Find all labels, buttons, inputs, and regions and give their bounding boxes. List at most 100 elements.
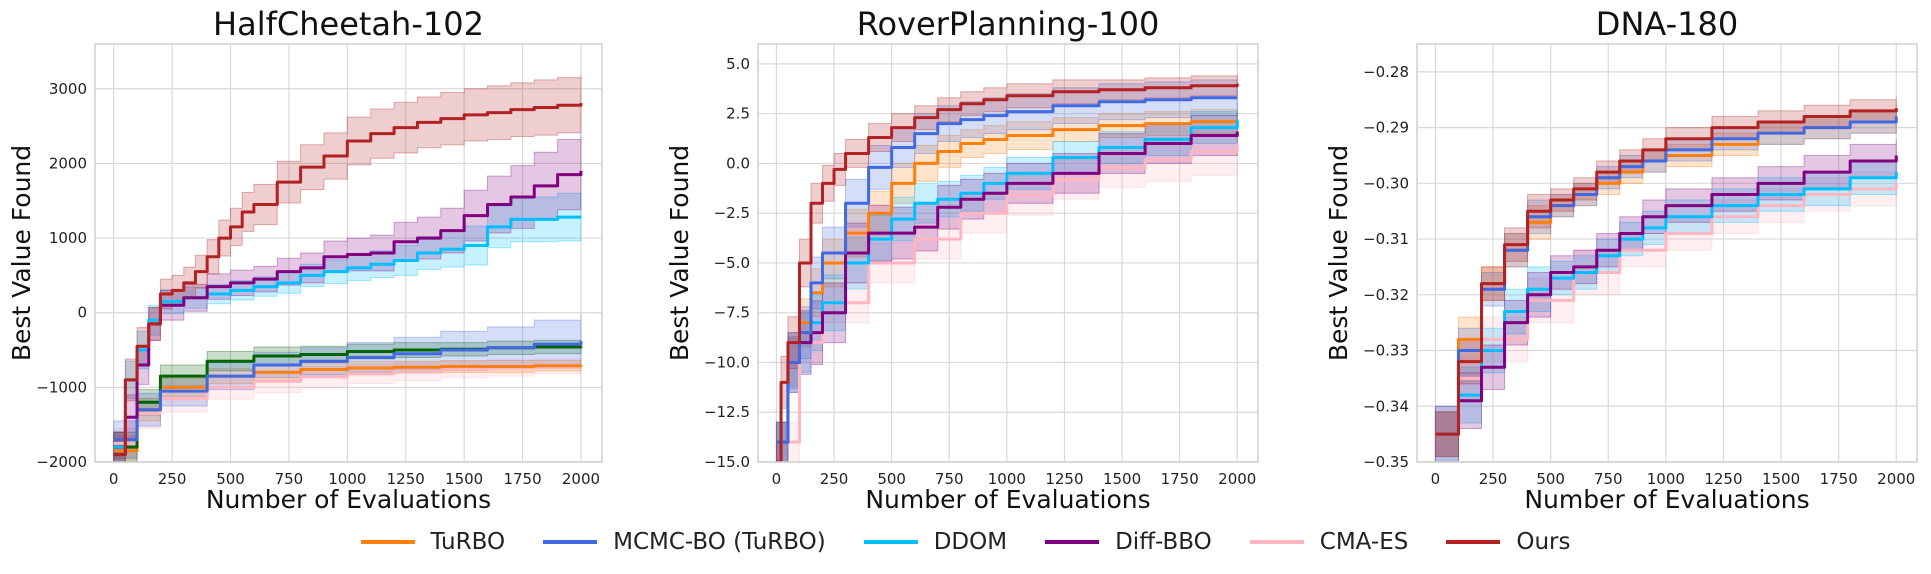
legend-swatch [1249, 540, 1304, 544]
band-turbo [1434, 110, 1897, 457]
line-mcmc-bo-turbo [1435, 116, 1898, 436]
x-tick-label: 2000 [1218, 470, 1256, 488]
legend-label: Diff-BBO [1115, 529, 1212, 555]
legend-item-mcmc-bo-turbo: MCMC-BO (TuRBO) [543, 529, 826, 555]
x-tick-label: 250 [1479, 470, 1508, 488]
y-tick-label: −0.34 [1363, 397, 1409, 415]
x-tick-label: 2000 [562, 470, 600, 488]
plot-series [1434, 96, 1898, 462]
line-mcmc-bo-turbo [776, 96, 1238, 444]
legend-swatch [360, 540, 415, 544]
y-tick-label: 0.0 [726, 154, 750, 172]
x-tick-label: 1250 [387, 470, 425, 488]
legend-label: MCMC-BO (TuRBO) [613, 529, 826, 555]
x-tick-label: 500 [1536, 470, 1565, 488]
x-axis-label: Number of Evaluations [206, 485, 491, 514]
y-tick-label: −7.5 [714, 304, 750, 322]
plot-frame [94, 43, 603, 463]
x-tick-label: 1750 [503, 470, 541, 488]
y-tick-label: −2000 [36, 453, 87, 471]
y-tick-label: 2000 [49, 154, 87, 172]
legend-label: TuRBO [430, 529, 506, 555]
legend-label: CMA-ES [1319, 529, 1409, 555]
x-tick-label: 1500 [1762, 470, 1800, 488]
line-diff-bbo [1435, 155, 1898, 436]
x-tick-label: 1000 [988, 470, 1026, 488]
legend-swatch [1446, 540, 1501, 544]
legend: TuRBO MCMC-BO (TuRBO) DDOM Diff-BBO CMA-ES Ou… [0, 522, 1931, 562]
y-tick-label: −2.5 [714, 204, 750, 222]
y-axis-label: Best Value Found [7, 145, 36, 361]
line-diff-bbo [776, 131, 1239, 444]
x-tick-label: 1750 [1161, 470, 1199, 488]
y-tick-label: −5.0 [714, 254, 750, 272]
chart-panel-2: 0 250 500 750 1000 1250 1500 1750 2000 −15.0 −12.5… [665, 5, 1259, 514]
legend-item-turbo: TuRBO [360, 529, 506, 555]
legend-label: Ours [1516, 529, 1571, 555]
x-tick-label: 1000 [1647, 470, 1685, 488]
x-tick-label: 2000 [1877, 470, 1915, 488]
x-tick-label: 1000 [328, 470, 366, 488]
y-tick-label: −0.32 [1363, 286, 1409, 304]
x-tick-label: 750 [935, 470, 964, 488]
y-tick-label: 5.0 [726, 55, 750, 73]
x-tick-label: 1750 [1820, 470, 1858, 488]
chart-title: DNA-180 [1596, 5, 1738, 43]
x-axis-label: Number of Evaluations [1524, 485, 1809, 514]
y-tick-label: −0.33 [1363, 342, 1409, 360]
x-tick-label: 1500 [445, 470, 483, 488]
legend-item-diff-bbo: Diff-BBO [1045, 529, 1212, 555]
y-tick-label: 1000 [49, 229, 87, 247]
chart-title: HalfCheetah-102 [213, 5, 484, 43]
chart-title: RoverPlanning-100 [857, 5, 1160, 43]
x-tick-label: 1250 [1704, 470, 1742, 488]
x-tick-label: 0 [1431, 470, 1441, 488]
x-tick-label: 250 [820, 470, 849, 488]
y-tick-label: −0.28 [1363, 63, 1409, 81]
y-tick-label: −0.31 [1363, 230, 1409, 248]
y-tick-label: −12.5 [704, 403, 750, 421]
y-tick-label: 2.5 [726, 105, 750, 123]
y-tick-label: −1000 [36, 378, 87, 396]
x-tick-label: 750 [1594, 470, 1623, 488]
x-tick-label: 0 [109, 470, 119, 488]
legend-swatch [543, 540, 598, 544]
y-axis-label: Best Value Found [1324, 145, 1353, 361]
x-tick-label: 250 [158, 470, 187, 488]
legend-item-cma-es: CMA-ES [1249, 529, 1409, 555]
band-series [113, 339, 582, 462]
x-tick-label: 750 [275, 470, 304, 488]
plot-frame [1416, 43, 1918, 463]
y-tick-label: 3000 [49, 80, 87, 98]
chart-panel-1: 0 250 500 750 1000 1250 1500 1750 2000 −2000 −1000… [7, 5, 603, 514]
plot-series [775, 73, 1239, 462]
x-tick-label: 1250 [1045, 470, 1083, 488]
line-ours [1435, 108, 1898, 436]
y-tick-label: −0.30 [1363, 174, 1409, 192]
x-axis-label: Number of Evaluations [865, 485, 1150, 514]
y-tick-label: −0.35 [1363, 453, 1409, 471]
y-tick-label: −10.0 [704, 353, 750, 371]
line-ours [776, 83, 1239, 462]
band-ours [775, 73, 1238, 462]
legend-label: DDOM [933, 529, 1008, 555]
y-tick-label: −15.0 [704, 453, 750, 471]
legend-item-ours: Ours [1446, 529, 1570, 555]
y-tick-label: −0.29 [1363, 119, 1409, 137]
x-tick-label: 500 [877, 470, 906, 488]
x-tick-label: 500 [216, 470, 245, 488]
line-ours [113, 102, 583, 457]
band-mcmc-bo-turbo [1434, 105, 1897, 457]
plot-frame [757, 43, 1259, 463]
x-tick-label: 1500 [1103, 470, 1141, 488]
chart-panel-3: 0 250 500 750 1000 1250 1500 1750 2000 −0.35 −0.34… [1324, 5, 1918, 514]
x-tick-label: 0 [772, 470, 782, 488]
legend-item-ddom: DDOM [863, 529, 1008, 555]
y-axis-label: Best Value Found [665, 145, 694, 361]
legend-swatch [863, 540, 918, 544]
plot-area [1417, 44, 1917, 462]
legend-swatch [1045, 540, 1100, 544]
y-tick-label: 0 [77, 304, 87, 322]
line-mcmc-bo-turbo [113, 341, 583, 442]
